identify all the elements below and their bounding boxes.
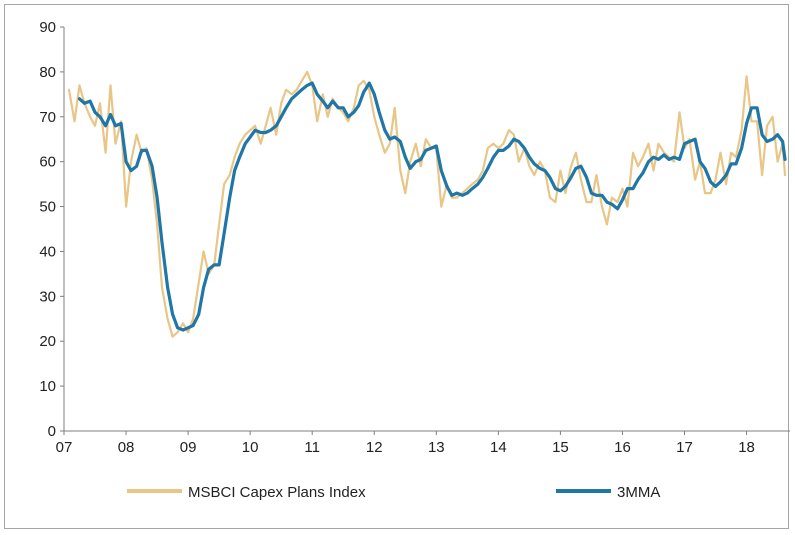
legend-label-index: MSBCI Capex Plans Index [188,484,366,501]
y-axis-ticks: 0 10 20 30 40 50 60 70 80 90 [39,19,56,440]
y-axis-tick-marks [60,26,64,432]
x-axis-ticks: 07 08 09 10 11 12 13 14 15 16 17 18 [56,431,755,456]
y-tick-label: 20 [39,333,56,350]
series-line-3mma [77,81,787,332]
x-tick-label: 17 [676,439,693,456]
y-tick-label: 10 [39,378,56,395]
x-tick-label: 07 [56,439,73,456]
legend-label-3mma: 3MMA [617,484,660,501]
x-tick-label: 10 [242,439,259,456]
y-tick-label: 80 [39,64,56,81]
legend-item-index: MSBCI Capex Plans Index [127,484,366,501]
x-tick-label: 18 [738,439,755,456]
y-tick-label: 50 [39,199,56,216]
x-tick-label: 08 [118,439,135,456]
chart-frame [4,4,789,529]
legend: MSBCI Capex Plans Index 3MMA [127,484,660,501]
legend-item-3mma: 3MMA [556,484,660,501]
x-tick-label: 16 [614,439,631,456]
x-tick-label: 13 [428,439,445,456]
y-tick-label: 90 [39,19,56,36]
y-tick-label: 0 [48,423,56,440]
x-tick-label: 11 [304,439,320,456]
y-tick-label: 70 [39,109,56,126]
x-tick-label: 09 [180,439,197,456]
x-tick-label: 14 [490,439,507,456]
y-tick-label: 30 [39,288,56,305]
y-tick-label: 60 [39,154,56,171]
series-layer [67,70,787,338]
y-tick-label: 40 [39,243,56,260]
x-tick-label: 15 [552,439,569,456]
series-line-msbci-capex [67,70,787,338]
x-tick-label: 12 [366,439,383,456]
